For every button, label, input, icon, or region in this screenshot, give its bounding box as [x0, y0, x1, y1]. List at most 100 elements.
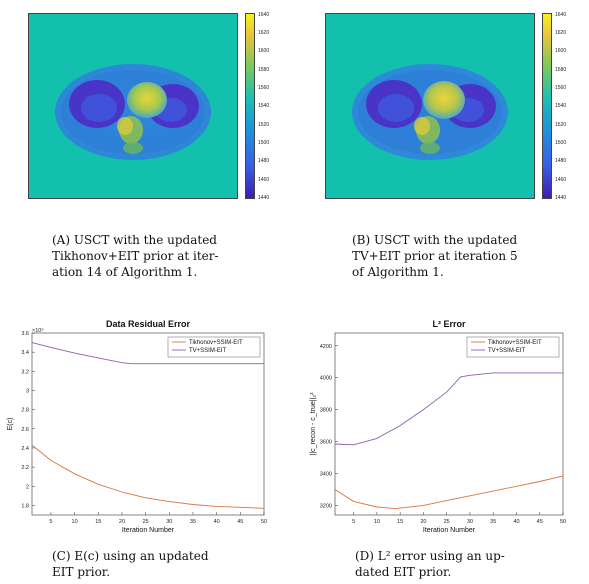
y-exponent-label: ×10⁵: [32, 327, 44, 334]
x-tick-label: 45: [237, 519, 243, 525]
y-tick-label: 2: [26, 484, 29, 490]
x-tick-label: 45: [537, 519, 543, 525]
colorbar-tick: 1540: [258, 103, 270, 109]
caption-d: (D) L² error using an up- dated EIT prio…: [355, 548, 505, 580]
caption-line: (D) L² error using an up-: [355, 549, 505, 563]
caption-line: (B) USCT with the updated: [352, 233, 518, 247]
colorbar-tick: 1620: [258, 30, 270, 36]
colorbar-tick: 1520: [258, 122, 270, 128]
x-tick-label: 30: [467, 519, 473, 525]
x-tick-label: 30: [166, 519, 172, 525]
colorbar-tick: 1540: [555, 103, 567, 109]
colorbar-tick: 1560: [555, 85, 567, 91]
series-line-tikhonov: [334, 475, 564, 510]
y-tick-label: 2.2: [21, 465, 29, 471]
x-tick-label: 15: [397, 519, 403, 525]
colorbar-tick: 1560: [258, 85, 270, 91]
y-tick-label: 3200: [320, 503, 332, 509]
series-line-tv: [334, 372, 563, 446]
colorbar-a: [245, 13, 255, 199]
colorbar-tick: 1600: [555, 48, 567, 54]
caption-line: ation 14 of Algorithm 1.: [52, 265, 198, 279]
x-tick-label: 50: [560, 519, 566, 525]
chart-title: Data Residual Error: [106, 319, 191, 329]
y-tick-label: 2.4: [21, 446, 29, 452]
y-tick-label: 1.8: [21, 503, 29, 509]
caption-a: (A) USCT with the updated Tikhonov+EIT p…: [52, 232, 219, 280]
colorbar-tick: 1500: [258, 140, 270, 146]
legend-entry: TV+SSIM-EIT: [488, 348, 526, 354]
panel-a: 1640 1620 1600 1580 1560 1540 1520 1500 …: [0, 0, 295, 290]
x-tick-label: 5: [49, 519, 52, 525]
colorbar-tick: 1480: [555, 158, 567, 164]
usct-image-tv: [325, 13, 535, 199]
y-tick-label: 3400: [320, 471, 332, 477]
usct-reconstruction-b: [326, 14, 534, 198]
y-tick-label: 3.6: [21, 331, 29, 337]
y-tick-label: 2.8: [21, 408, 29, 414]
x-tick-label: 10: [374, 519, 380, 525]
colorbar-b: [542, 13, 552, 199]
y-tick-label: 4000: [320, 376, 332, 382]
y-tick-label: 3.2: [21, 369, 29, 375]
colorbar-tick: 1520: [555, 122, 567, 128]
plot-area: [31, 332, 265, 516]
legend-entry: Tikhonov+SSIM-EIT: [488, 340, 542, 346]
caption-line: of Algorithm 1.: [352, 265, 444, 279]
x-tick-label: 20: [420, 519, 426, 525]
legend-box: [466, 336, 560, 358]
caption-line: (C) E(c) using an updated: [52, 549, 209, 563]
colorbar-tick: 1460: [555, 177, 567, 183]
caption-line: EIT prior.: [52, 565, 111, 579]
x-tick-label: 35: [490, 519, 496, 525]
colorbar-tick: 1500: [555, 140, 567, 146]
usct-reconstruction-a: [29, 14, 237, 198]
chart-data-residual-error: Data Residual Error 5 10 15 20 25 30 35 40 45 50 1.…: [7, 319, 267, 534]
colorbar-tick: 1640: [555, 12, 567, 18]
x-tick-label: 25: [143, 519, 149, 525]
x-axis-label: Iteration Number: [423, 527, 476, 534]
colorbar-tick: 1580: [258, 67, 270, 73]
colorbar-tick: 1640: [258, 12, 270, 18]
x-axis-label: Iteration Number: [122, 527, 175, 534]
x-tick-label: 15: [95, 519, 101, 525]
colorbar-tick: 1580: [555, 67, 567, 73]
y-tick-label: 3.4: [21, 350, 29, 356]
x-tick-label: 40: [214, 519, 220, 525]
colorbar-tick: 1460: [258, 177, 270, 183]
panel-b: 1640 1620 1600 1580 1560 1540 1520 1500 …: [295, 0, 589, 290]
plot-area: [334, 332, 564, 516]
legend-box: [167, 336, 261, 358]
x-tick-label: 20: [119, 519, 125, 525]
y-axis-label: ||c_recon - c_true||₂²: [310, 392, 317, 456]
caption-line: (A) USCT with the updated: [52, 233, 217, 247]
colorbar-tick: 1480: [258, 158, 270, 164]
chart-title: L² Error: [432, 319, 466, 329]
caption-line: TV+EIT prior at iteration 5: [352, 249, 518, 263]
caption-b: (B) USCT with the updated TV+EIT prior a…: [352, 232, 518, 280]
caption-c: (C) E(c) using an updated EIT prior.: [52, 548, 209, 580]
usct-image-tikhonov: [28, 13, 238, 199]
chart-l2-error: L² Error 5 10 15 20 25 30 35 40 45 50 3200 3400 3600 3…: [310, 319, 566, 534]
x-tick-label: 5: [352, 519, 355, 525]
x-tick-label: 35: [190, 519, 196, 525]
legend-entry: TV+SSIM-EIT: [189, 348, 227, 354]
legend-entry: Tikhonov+SSIM-EIT: [189, 340, 243, 346]
x-tick-label: 10: [72, 519, 78, 525]
caption-line: dated EIT prior.: [355, 565, 452, 579]
y-axis-label: E(c): [7, 418, 14, 431]
y-tick-label: 3: [26, 388, 29, 394]
legend: Tikhonov+SSIM-EIT TV+SSIM-EIT: [466, 336, 560, 358]
legend: Tikhonov+SSIM-EIT TV+SSIM-EIT: [167, 336, 261, 358]
caption-line: Tikhonov+EIT prior at iter-: [52, 249, 219, 263]
colorbar-tick: 1620: [555, 30, 567, 36]
y-tick-label: 4200: [320, 344, 332, 350]
x-tick-label: 50: [261, 519, 267, 525]
colorbar-tick: 1440: [555, 195, 567, 201]
y-tick-label: 3600: [320, 440, 332, 446]
y-tick-label: 3800: [320, 408, 332, 414]
y-tick-label: 2.6: [21, 427, 29, 433]
x-tick-label: 25: [444, 519, 450, 525]
colorbar-tick: 1440: [258, 195, 270, 201]
series-line-tikhonov: [31, 444, 265, 509]
